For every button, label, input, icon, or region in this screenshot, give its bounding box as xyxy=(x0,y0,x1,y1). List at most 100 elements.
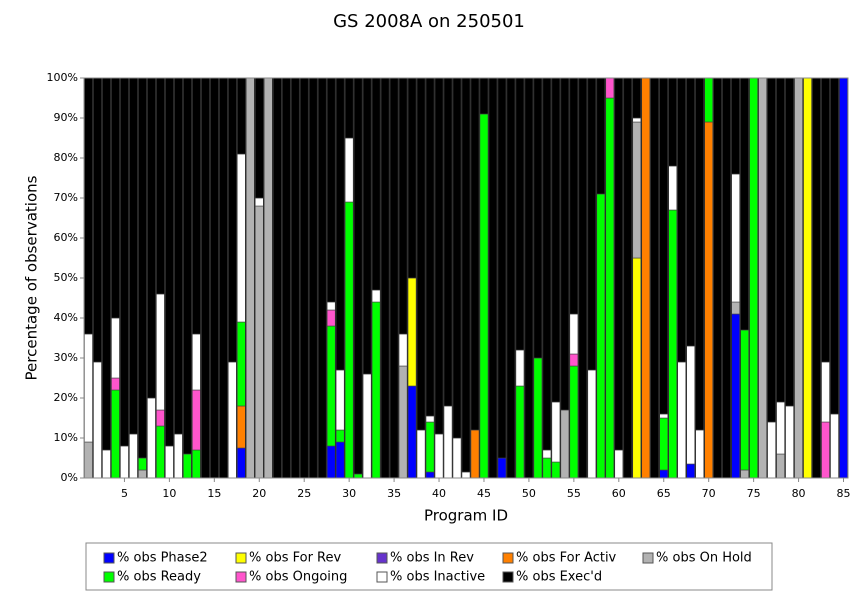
bar-segment xyxy=(704,121,714,479)
bar-segment xyxy=(596,77,606,195)
y-tick-label: 20% xyxy=(54,391,78,404)
bar-segment xyxy=(174,433,183,479)
bar-segment xyxy=(147,397,156,479)
bar-segment xyxy=(407,277,417,387)
legend-swatch xyxy=(103,571,115,583)
bar-segment xyxy=(632,117,642,123)
bar-segment xyxy=(183,453,192,479)
bar-segment xyxy=(129,433,138,479)
bar-segment xyxy=(362,77,372,375)
bar-segment xyxy=(129,77,138,435)
bar-segment xyxy=(551,77,561,403)
bar-segment xyxy=(236,153,246,323)
bar-segment xyxy=(740,77,749,331)
x-tick-label: 65 xyxy=(657,487,671,500)
bar-segment xyxy=(623,77,633,479)
bar-segment xyxy=(335,369,345,431)
bar-segment xyxy=(821,421,830,479)
x-tick-label: 25 xyxy=(297,487,311,500)
bar-segment xyxy=(102,77,111,451)
bar-segment xyxy=(812,77,821,479)
bar-segment xyxy=(776,401,785,455)
y-tick-label: 70% xyxy=(54,191,78,204)
bar-segment xyxy=(371,289,381,303)
bar-segment xyxy=(659,417,669,471)
bar-segment xyxy=(227,361,237,479)
bar-segment xyxy=(686,463,696,479)
bar-segment xyxy=(551,401,561,463)
bar-segment xyxy=(416,429,426,479)
x-tick-label: 40 xyxy=(432,487,446,500)
bar-segment xyxy=(111,77,120,319)
bar-segment xyxy=(641,77,651,479)
bar-segment xyxy=(398,365,408,479)
bar-segment xyxy=(84,77,93,335)
bar-segment xyxy=(470,429,480,479)
bar-segment xyxy=(767,77,776,423)
bar-segment xyxy=(506,77,516,479)
bar-segment xyxy=(263,77,273,479)
bar-segment xyxy=(254,197,264,207)
bar-segment xyxy=(758,77,767,479)
bar-segment xyxy=(425,471,435,479)
bar-segment xyxy=(147,77,156,399)
y-tick-label: 40% xyxy=(54,311,78,324)
bar-segment xyxy=(740,469,749,479)
bar-segment xyxy=(326,77,336,303)
bar-segment xyxy=(254,205,264,479)
legend-label: % obs Phase2 xyxy=(117,551,208,566)
bar-segment xyxy=(470,77,480,431)
bar-segment xyxy=(111,317,120,379)
bar-segment xyxy=(731,77,740,175)
bar-segment xyxy=(425,77,435,417)
legend-label: % obs In Rev xyxy=(390,551,474,566)
x-tick-label: 80 xyxy=(792,487,806,500)
bar-segment xyxy=(299,77,309,479)
bar-segment xyxy=(192,449,201,479)
legend-swatch xyxy=(502,552,514,564)
bar-segment xyxy=(236,447,246,479)
bar-segment xyxy=(632,77,642,119)
y-tick-label: 60% xyxy=(54,231,78,244)
bar-segment xyxy=(416,77,426,431)
bar-segment xyxy=(308,77,318,479)
bar-segment xyxy=(731,173,740,303)
bar-segment xyxy=(425,415,435,423)
x-tick-label: 20 xyxy=(252,487,266,500)
legend-label: % obs On Hold xyxy=(656,551,752,566)
bar-segment xyxy=(587,369,597,479)
x-tick-label: 50 xyxy=(522,487,536,500)
x-tick-label: 70 xyxy=(702,487,716,500)
bar-segment xyxy=(380,77,390,479)
bar-segment xyxy=(542,449,552,459)
bar-segment xyxy=(821,361,830,423)
bar-segment xyxy=(569,365,579,479)
bar-segment xyxy=(587,77,597,371)
bar-segment xyxy=(326,325,336,447)
x-tick-label: 5 xyxy=(121,487,128,500)
bar-segment xyxy=(614,449,624,479)
bar-segment xyxy=(605,97,615,479)
bar-segment xyxy=(515,77,525,351)
legend-swatch xyxy=(376,552,388,564)
legend-swatch xyxy=(235,571,247,583)
bar-segment xyxy=(722,77,732,479)
bar-segment xyxy=(515,349,525,387)
bar-segment xyxy=(794,77,803,479)
bar-segment xyxy=(650,77,660,479)
bar-segment xyxy=(659,413,669,419)
bar-segment xyxy=(533,77,543,359)
bar-segment xyxy=(192,389,201,451)
bar-segment xyxy=(731,313,740,479)
bar-segment xyxy=(740,329,749,471)
bar-segment xyxy=(209,77,219,479)
bar-segment xyxy=(165,445,174,479)
bar-segment xyxy=(452,437,462,479)
bar-segment xyxy=(686,345,696,465)
x-tick-label: 75 xyxy=(747,487,761,500)
bar-segment xyxy=(695,429,705,479)
x-tick-label: 35 xyxy=(387,487,401,500)
bar-segment xyxy=(156,409,165,427)
bar-segment xyxy=(156,293,165,411)
legend-label: % obs Ready xyxy=(117,570,201,585)
